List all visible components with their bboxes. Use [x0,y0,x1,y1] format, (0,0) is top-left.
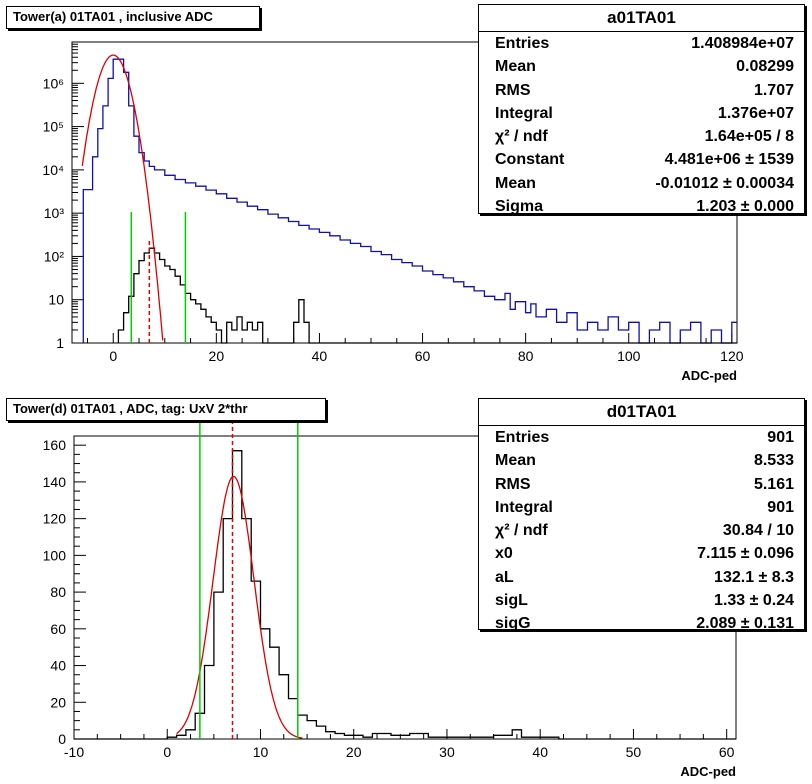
stats-box-a: a01TA01 Entries 1.408984e+07 Mean 0.08299 RM… [478,4,805,215]
panel-a-title: Tower(a) 01TA01 , inclusive ADC [6,6,260,29]
stats-d-row-value: 1.33 ± 0.24 [714,592,794,610]
stats-a-row-label: χ² / ndf [495,128,548,146]
y-tick-label: 20 [50,694,66,710]
stats-a-row-value: -0.01012 ± 0.00034 [655,174,794,192]
stats-d-row-label: x0 [495,545,513,563]
y-tick-label: 160 [43,437,67,453]
stats-d-row-value: 30.84 / 10 [722,522,794,540]
stats-d-row: sigL 1.33 ± 0.24 [479,589,804,612]
fit-curve [176,475,303,739]
y-tick-label: 0 [58,731,66,747]
x-tick-label: 30 [439,744,455,760]
stats-d-row-value: 7.115 ± 0.096 [697,545,794,563]
x-tick-label: 20 [346,744,362,760]
stats-d-row-value: 901 [767,498,794,516]
stats-d-row: RMS 5.161 [479,473,804,496]
stats-a-row-value: 1.64e+05 / 8 [704,128,794,146]
x-tick-label: 80 [518,348,534,364]
x-tick-label: 60 [719,744,735,760]
stats-d-row-value: 132.1 ± 8.3 [714,568,794,586]
stats-d-row-value: 2.089 ± 0.131 [696,615,794,633]
y-tick-label: 40 [50,658,66,674]
y-tick-label: 10² [44,248,65,264]
stats-a-row: RMS 1.707 [479,79,804,102]
stats-d-row: x0 7.115 ± 0.096 [479,542,804,565]
stats-a-row-label: Entries [495,35,550,52]
x-tick-label: -10 [64,744,84,760]
stats-a-row: Sigma 1.203 ± 0.000 [479,195,804,218]
y-tick-label: 60 [50,621,66,637]
x-tick-label: 20 [209,348,225,364]
x-tick-label: 120 [720,348,744,364]
y-tick-label: 10⁴ [42,162,64,178]
x-tick-label: 40 [312,348,328,364]
stats-d-row: Entries 901 [479,426,804,449]
stats-a-row-label: Constant [495,151,565,169]
y-tick-label: 10⁵ [43,119,64,135]
stats-a-row-value: 1.707 [753,81,794,99]
stats-d-row-label: aL [495,568,514,586]
stats-a-row-value: 0.08299 [736,58,794,76]
stats-box-d-name: d01TA01 [479,399,804,426]
stats-a-row-label: Mean [495,58,536,76]
stats-a-row: Mean -0.01012 ± 0.00034 [479,172,804,195]
histogram-tagged [117,247,737,344]
panel-d-title: Tower(d) 01TA01 , ADC, tag: UxV 2*thr [6,398,326,421]
stats-d-row: aL 132.1 ± 8.3 [479,566,804,589]
x-tick-label: 50 [626,744,642,760]
x-axis-label: ADC-ped [681,368,737,383]
y-tick-label: 120 [43,511,67,527]
y-tick-label: 100 [43,547,67,563]
stats-a-row-label: Sigma [495,198,544,216]
y-tick-label: 140 [43,474,67,490]
stats-a-row: Mean 0.08299 [479,55,804,78]
stats-a-row-value: 1.408984e+07 [691,35,794,52]
stats-a-row-value: 1.376e+07 [717,104,794,122]
y-tick-label: 1 [56,335,64,351]
x-tick-label: 100 [617,348,641,364]
stats-a-row: χ² / ndf 1.64e+05 / 8 [479,125,804,148]
x-tick-label: 40 [532,744,548,760]
stats-d-row: Integral 901 [479,496,804,519]
stats-d-row-label: RMS [495,475,531,493]
stats-a-row: Entries 1.408984e+07 [479,32,804,55]
stats-d-row-label: Entries [495,429,550,446]
stats-a-row-label: Mean [495,174,536,192]
stats-d-row-label: sigL [495,592,528,610]
x-tick-label: 0 [109,348,117,364]
fit-curve [81,54,164,341]
stats-a-row: Integral 1.376e+07 [479,102,804,125]
stats-d-row-value: 901 [767,429,794,446]
stats-a-row-value: 1.203 ± 0.000 [696,198,794,216]
stats-d-row: sigG 2.089 ± 0.131 [479,612,804,635]
stats-a-row-label: RMS [495,81,531,99]
histogram-inclusive [82,58,737,344]
y-tick-label: 80 [50,584,66,600]
stats-d-row-label: χ² / ndf [495,522,548,540]
y-tick-label: 10³ [44,205,65,221]
x-tick-label: 60 [415,348,431,364]
y-tick-label: 10 [48,292,64,308]
stats-d-row: Mean 8.533 [479,449,804,472]
stats-a-row-value: 4.481e+06 ± 1539 [664,151,794,169]
x-axis-label: ADC-ped [680,764,736,779]
x-tick-label: 10 [253,744,269,760]
stats-d-row-label: Mean [495,452,536,470]
stats-d-row-value: 5.161 [753,475,794,493]
stats-a-row: Constant 4.481e+06 ± 1539 [479,148,804,171]
stats-box-a-name: a01TA01 [479,5,804,32]
stats-d-row: χ² / ndf 30.84 / 10 [479,519,804,542]
stats-d-row-label: Integral [495,498,553,516]
y-tick-label: 10⁶ [43,75,64,91]
stats-box-d: d01TA01 Entries 901 Mean 8.533 RMS 5.161 Integ… [478,398,805,632]
stats-d-row-label: sigG [495,615,531,633]
stats-d-row-value: 8.533 [753,452,794,470]
stats-a-row-label: Integral [495,104,553,122]
x-tick-label: 0 [163,744,171,760]
